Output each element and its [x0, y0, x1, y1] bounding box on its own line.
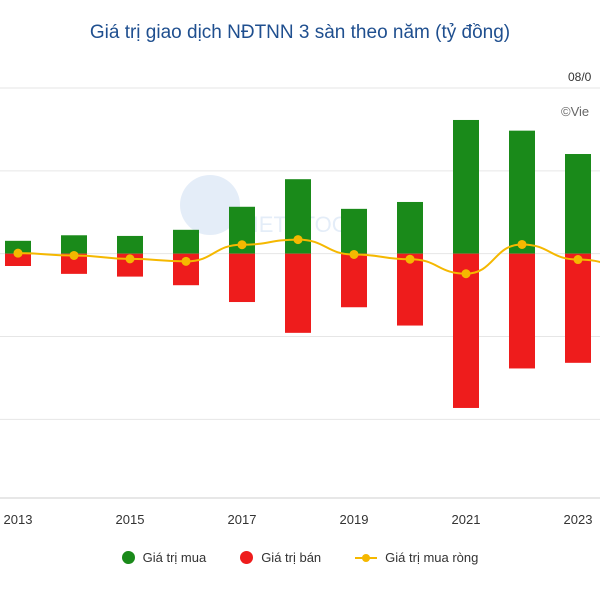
net-point — [237, 240, 247, 250]
x-tick-label: 2017 — [228, 512, 257, 527]
legend-item-buy[interactable]: Giá trị mua — [121, 550, 207, 565]
net-point — [349, 249, 359, 259]
bar-sell — [61, 253, 87, 274]
net-point — [461, 269, 471, 279]
legend-swatch-buy — [121, 551, 135, 564]
bar-buy — [565, 154, 591, 254]
net-point — [13, 248, 23, 258]
bars-layer — [5, 119, 591, 408]
legend-label-sell: Giá trị bán — [261, 550, 322, 565]
bar-sell — [509, 253, 535, 369]
watermark-logo: VIETSTOCK — [180, 175, 363, 237]
chart-title: Giá trị giao dịch NĐTNN 3 sàn theo năm (… — [89, 22, 511, 43]
x-tick-labels: 2013 2015 2017 2019 2021 2023 — [4, 512, 593, 527]
bar-buy — [117, 235, 143, 254]
bar-buy — [341, 208, 367, 254]
legend: Giá trị mua Giá trị bán Giá trị mua ròng — [0, 550, 600, 565]
bar-buy — [397, 201, 423, 254]
bar-sell — [565, 253, 591, 363]
x-tick-label: 2019 — [340, 512, 369, 527]
net-point — [69, 250, 79, 260]
legend-swatch-sell — [240, 551, 254, 564]
legend-label-buy: Giá trị mua — [142, 550, 207, 565]
bar-sell — [5, 253, 31, 266]
net-point — [573, 255, 583, 265]
bar-buy — [173, 229, 199, 254]
net-line-layer — [13, 235, 600, 279]
net-point — [405, 254, 415, 264]
bar-buy — [509, 130, 535, 254]
bar-sell — [285, 253, 311, 333]
source-credit: ©Vie — [561, 104, 590, 119]
net-point — [517, 239, 527, 249]
bar-sell — [229, 253, 255, 303]
net-point — [293, 235, 303, 245]
bar-buy — [5, 240, 31, 254]
net-point — [181, 256, 191, 266]
grid-lines — [0, 87, 600, 499]
x-tick-label: 2023 — [564, 512, 593, 527]
x-tick-label: 2013 — [4, 512, 33, 527]
legend-label-net: Giá trị mua ròng — [385, 550, 479, 565]
bar-sell — [453, 253, 479, 408]
legend-swatch-net — [355, 551, 378, 564]
bar-buy — [61, 235, 87, 254]
date-label: 08/0 — [568, 70, 592, 84]
x-tick-label: 2015 — [116, 512, 145, 527]
x-tick-label: 2021 — [452, 512, 481, 527]
net-point — [125, 254, 135, 264]
bar-sell — [341, 253, 367, 308]
bar-buy — [453, 119, 479, 254]
legend-item-sell[interactable]: Giá trị bán — [240, 550, 321, 565]
legend-item-net[interactable]: Giá trị mua ròng — [355, 550, 478, 565]
bar-sell — [397, 253, 423, 326]
